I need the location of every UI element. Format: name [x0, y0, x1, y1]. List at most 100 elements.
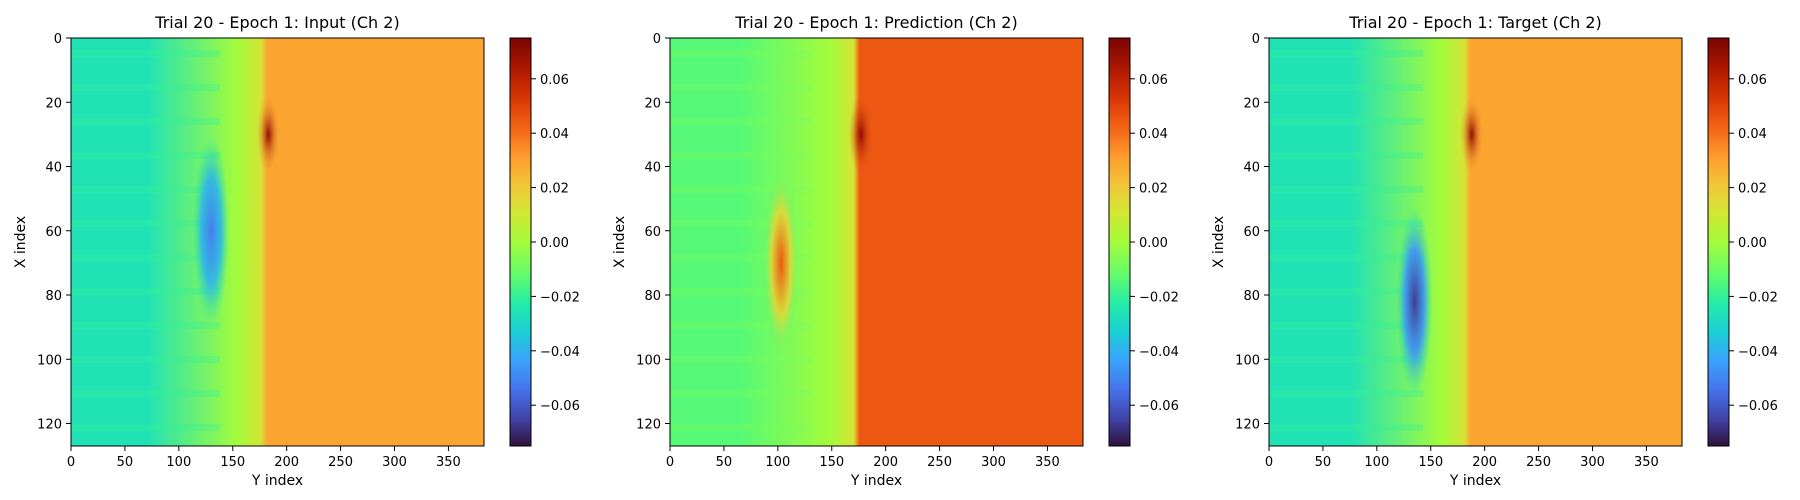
- field-background: [670, 38, 1083, 446]
- colorbar-tick-label: −0.06: [540, 399, 580, 414]
- y-axis-label: X index: [13, 216, 29, 268]
- y-tick-label: 20: [45, 96, 62, 111]
- colorbar-tick-label: 0.00: [1738, 236, 1767, 251]
- x-tick-label: 300: [1580, 455, 1605, 470]
- x-tick-label: 150: [1418, 455, 1443, 470]
- colorbar-tick-label: −0.04: [1139, 345, 1179, 360]
- field-streak: [1269, 186, 1424, 193]
- field-streak: [1269, 84, 1424, 91]
- colorbar-gradient: [1108, 37, 1131, 447]
- field-streak: [670, 322, 813, 329]
- y-tick-label: 100: [37, 353, 62, 368]
- colorbar-tick-label: 0.02: [540, 182, 569, 197]
- colorbar-tick-label: −0.02: [1139, 290, 1179, 305]
- colorbar-tick-label: −0.02: [1738, 290, 1778, 305]
- x-tick-label: 250: [1526, 455, 1551, 470]
- x-tick-label: 350: [1634, 455, 1659, 470]
- field-streak: [670, 84, 813, 91]
- field-streak: [71, 356, 220, 363]
- field-streak: [71, 152, 220, 159]
- y-tick-label: 100: [1235, 353, 1260, 368]
- field-streak: [71, 390, 220, 397]
- colorbar-tick-label: 0.04: [1738, 127, 1767, 142]
- colorbar-tick-label: 0.06: [1139, 73, 1168, 88]
- field-streak: [1269, 288, 1424, 295]
- colorbar-tick-label: 0.04: [540, 127, 569, 142]
- x-tick-label: 150: [819, 455, 844, 470]
- field-streak: [1269, 118, 1424, 125]
- field-streak: [1269, 390, 1424, 397]
- y-tick-label: 60: [644, 225, 661, 240]
- x-tick-label: 100: [1364, 455, 1389, 470]
- x-tick-label: 200: [873, 455, 898, 470]
- x-tick-label: 250: [328, 455, 353, 470]
- chart-title: Trial 20 - Epoch 1: Target (Ch 2): [1348, 13, 1601, 32]
- field-streak: [670, 390, 813, 397]
- x-tick-label: 50: [117, 455, 134, 470]
- x-axis-label: Y index: [251, 473, 303, 489]
- colorbar: −0.06 −0.04 −0.02 0.00 0.02 0.04 0.06: [509, 37, 580, 447]
- field-streak: [71, 50, 220, 57]
- colorbar-tick-label: 0.06: [540, 73, 569, 88]
- field-streak: [670, 186, 813, 193]
- x-tick-label: 0: [67, 455, 75, 470]
- y-tick-label: 0: [653, 32, 661, 47]
- y-tick-label: 20: [1243, 96, 1260, 111]
- y-tick-label: 0: [1252, 32, 1260, 47]
- field-streak: [71, 254, 220, 261]
- x-tick-label: 0: [666, 455, 674, 470]
- field-streak: [670, 424, 813, 431]
- colorbar-gradient: [509, 37, 532, 447]
- colorbar: −0.06 −0.04 −0.02 0.00 0.02 0.04 0.06: [1108, 37, 1179, 447]
- y-axis-label: X index: [1211, 216, 1227, 268]
- heatmap-image: [71, 38, 484, 446]
- y-tick-label: 40: [1243, 161, 1260, 176]
- y-tick-label: 80: [1243, 289, 1260, 304]
- x-tick-label: 200: [274, 455, 299, 470]
- colorbar-tick-label: 0.06: [1738, 73, 1767, 88]
- field-streak: [71, 186, 220, 193]
- field-streak: [71, 424, 220, 431]
- colorbar-gradient: [1707, 37, 1730, 447]
- heatmap-panel-3: Trial 20 - Epoch 1: Target (Ch 2) 0 50 100 1…: [1211, 13, 1778, 489]
- field-streak: [1269, 322, 1424, 329]
- colorbar-tick-label: 0.02: [1139, 182, 1168, 197]
- y-tick-label: 60: [1243, 225, 1260, 240]
- colorbar-tick-label: −0.04: [1738, 345, 1778, 360]
- chart-title: Trial 20 - Epoch 1: Prediction (Ch 2): [734, 13, 1017, 32]
- y-tick-label: 20: [644, 96, 661, 111]
- field-streak: [1269, 424, 1424, 431]
- field-streak: [1269, 254, 1424, 261]
- x-tick-label: 100: [765, 455, 790, 470]
- x-tick-label: 50: [716, 455, 733, 470]
- field-streak: [71, 84, 220, 91]
- field-streak: [1269, 152, 1424, 159]
- y-tick-label: 40: [45, 161, 62, 176]
- x-tick-label: 350: [1035, 455, 1060, 470]
- x-tick-label: 0: [1265, 455, 1273, 470]
- chart-title: Trial 20 - Epoch 1: Input (Ch 2): [154, 13, 399, 32]
- x-tick-label: 350: [436, 455, 461, 470]
- y-tick-label: 80: [45, 289, 62, 304]
- field-streak: [1269, 50, 1424, 57]
- colorbar-tick-label: 0.00: [540, 236, 569, 251]
- y-tick-label: 100: [636, 353, 661, 368]
- wave-trough: [1396, 206, 1433, 397]
- field-streak: [71, 220, 220, 227]
- wave-trough: [763, 167, 800, 358]
- y-tick-label: 120: [636, 418, 661, 433]
- axes-frame: [1268, 37, 1683, 447]
- field-streak: [71, 322, 220, 329]
- field-streak: [1269, 356, 1424, 363]
- axes-frame: [70, 37, 485, 447]
- field-streak: [670, 288, 813, 295]
- y-tick-label: 120: [1235, 418, 1260, 433]
- x-tick-label: 250: [927, 455, 952, 470]
- heatmap-panel-2: Trial 20 - Epoch 1: Prediction (Ch 2) 0 50…: [612, 13, 1179, 489]
- x-tick-label: 300: [981, 455, 1006, 470]
- x-tick-label: 50: [1315, 455, 1332, 470]
- front-peak: [256, 94, 281, 175]
- y-tick-label: 0: [54, 32, 62, 47]
- field-streak: [71, 118, 220, 125]
